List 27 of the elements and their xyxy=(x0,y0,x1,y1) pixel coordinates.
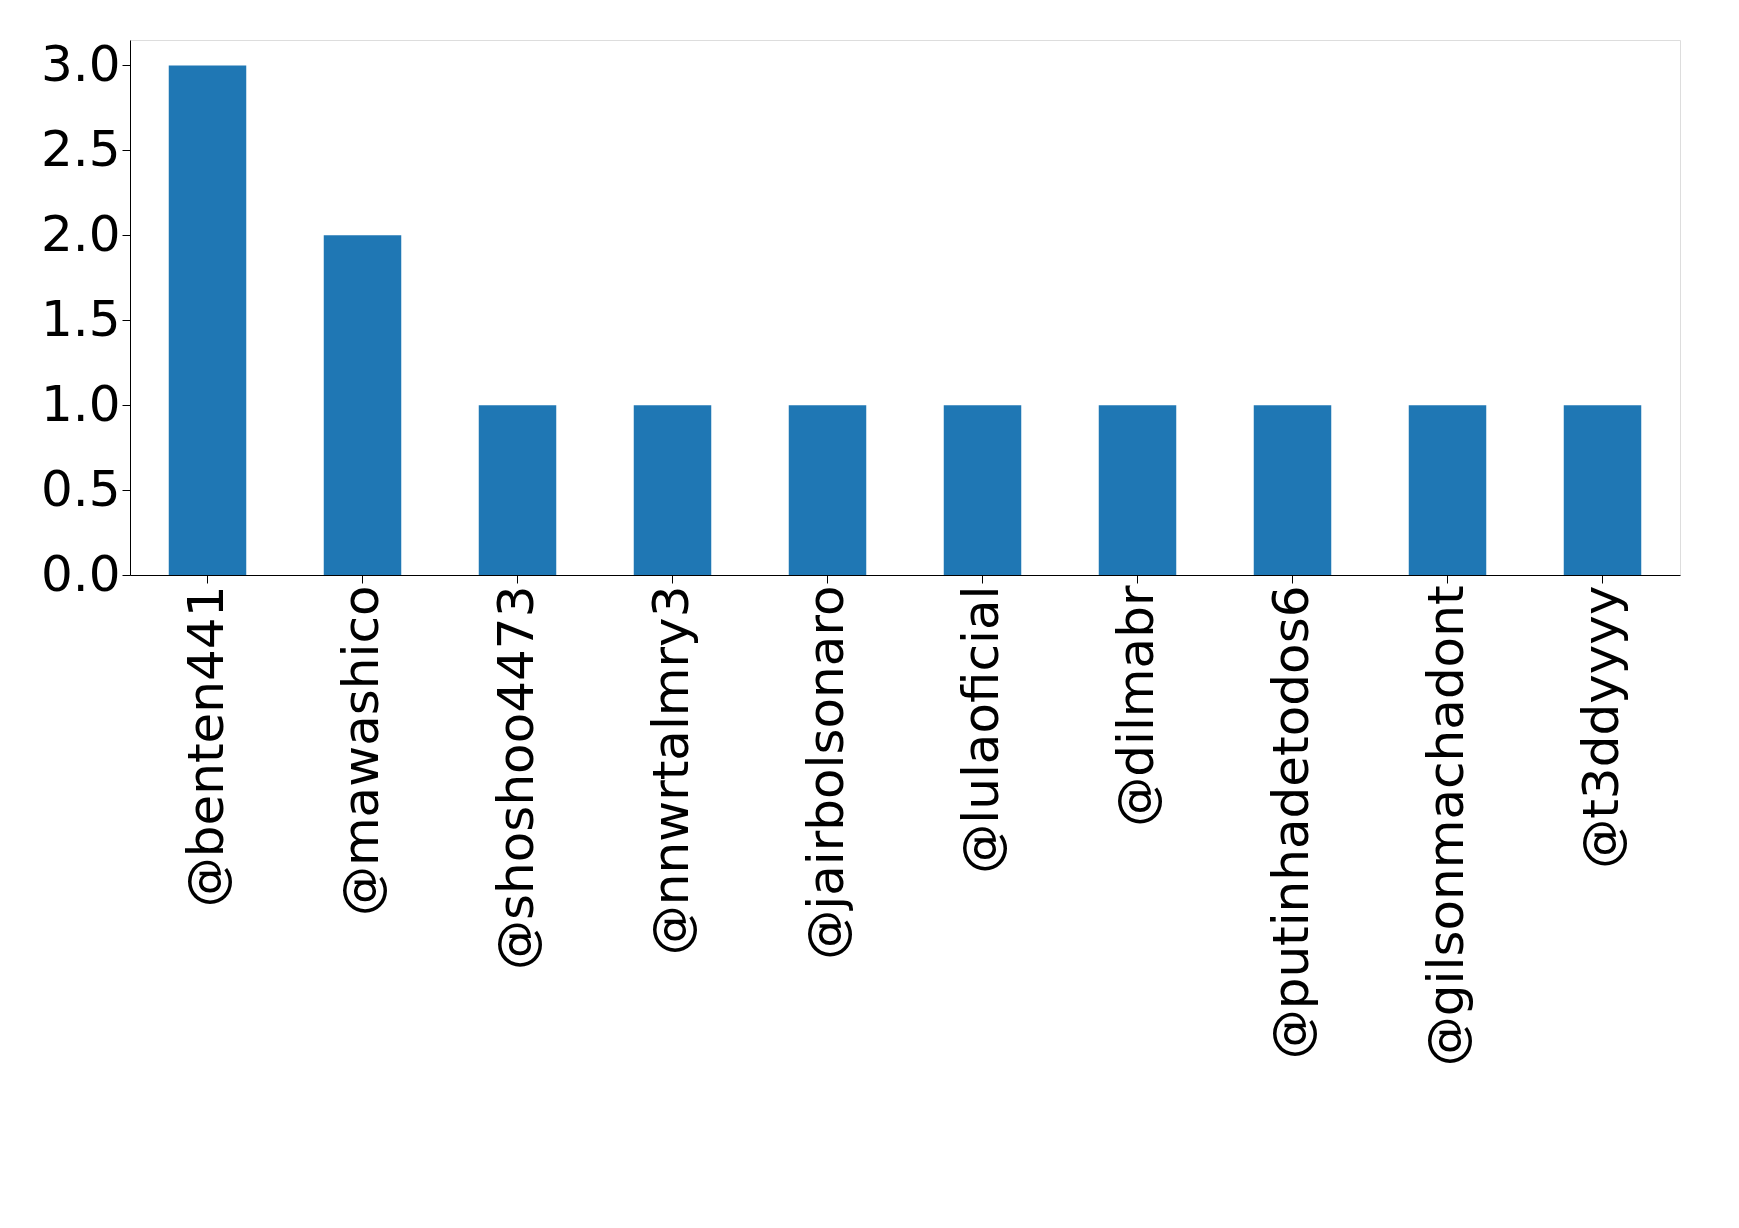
bar xyxy=(788,405,867,575)
bar xyxy=(1408,405,1487,575)
x-tick-label: @shoshoo4473 xyxy=(486,585,545,970)
x-tick-label: @mawashico xyxy=(331,585,390,917)
x-tick-label: @dilmabr xyxy=(1106,585,1165,827)
bar xyxy=(943,405,1022,575)
bar xyxy=(633,405,712,575)
x-tick-label: @benten441 xyxy=(176,585,235,908)
x-tick-label: @lulaoficial xyxy=(951,585,1010,874)
bar xyxy=(478,405,557,575)
bar xyxy=(323,235,402,575)
x-tick-label: @gilsonmachadont xyxy=(1416,585,1475,1067)
y-tick-label: 0.0 xyxy=(40,544,121,603)
bar xyxy=(1563,405,1642,575)
y-tick-label: 1.0 xyxy=(40,374,121,433)
y-tick-label: 1.5 xyxy=(40,289,121,348)
bar xyxy=(168,65,247,575)
bar xyxy=(1098,405,1177,575)
x-tick-label: @nnwrtalmry3 xyxy=(641,585,700,956)
y-tick-label: 3.0 xyxy=(40,34,121,93)
y-tick-label: 2.5 xyxy=(40,119,121,178)
x-tick-label: @putinhadetodos6 xyxy=(1261,585,1320,1060)
bar xyxy=(1253,405,1332,575)
y-tick-label: 2.0 xyxy=(40,204,121,263)
x-tick-label: @jairbolsonaro xyxy=(796,585,855,960)
x-tick-label: @t3ddyyyy xyxy=(1571,585,1630,869)
y-tick-label: 0.5 xyxy=(40,459,121,518)
